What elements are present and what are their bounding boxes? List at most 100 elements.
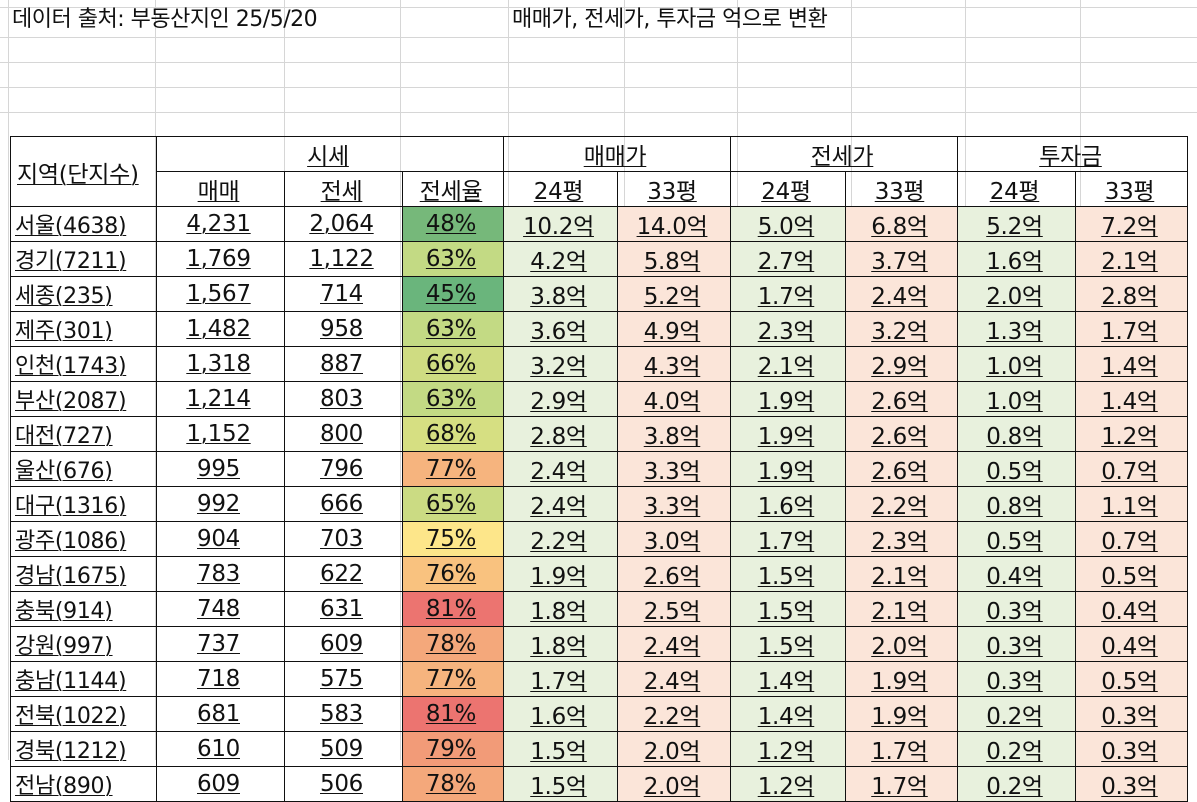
region-cell[interactable]: 경남(1675) (10, 556, 157, 592)
investment-24-cell[interactable]: 1.6억 (957, 241, 1076, 277)
group-header-market[interactable]: 시세 (156, 136, 504, 172)
buy-index-cell[interactable]: 718 (156, 661, 285, 697)
investment-33-cell[interactable]: 0.4억 (1075, 591, 1188, 627)
rent-index-cell[interactable]: 2,064 (284, 206, 403, 242)
buy-index-cell[interactable]: 681 (156, 696, 285, 732)
jeonse-33-cell[interactable]: 2.9억 (845, 346, 958, 382)
rent-index-cell[interactable]: 714 (284, 276, 403, 312)
sale-24-cell[interactable]: 2.4억 (503, 451, 618, 487)
rent-index-cell[interactable]: 506 (284, 766, 403, 802)
investment-33-cell[interactable]: 0.3억 (1075, 731, 1188, 767)
rent-index-cell[interactable]: 583 (284, 696, 403, 732)
sale-33-cell[interactable]: 14.0억 (617, 206, 731, 242)
ratio-cell[interactable]: 66% (402, 346, 504, 382)
sub-header-inv-33[interactable]: 33평 (1075, 171, 1188, 207)
jeonse-33-cell[interactable]: 1.7억 (845, 731, 958, 767)
region-cell[interactable]: 전북(1022) (10, 696, 157, 732)
investment-33-cell[interactable]: 7.2억 (1075, 206, 1188, 242)
jeonse-24-cell[interactable]: 1.2억 (730, 731, 846, 767)
jeonse-24-cell[interactable]: 1.6억 (730, 486, 846, 522)
sale-24-cell[interactable]: 1.7억 (503, 661, 618, 697)
buy-index-cell[interactable]: 995 (156, 451, 285, 487)
jeonse-24-cell[interactable]: 1.5억 (730, 556, 846, 592)
sale-24-cell[interactable]: 2.2억 (503, 521, 618, 557)
sub-header-inv-24[interactable]: 24평 (957, 171, 1076, 207)
region-cell[interactable]: 제주(301) (10, 311, 157, 347)
buy-index-cell[interactable]: 1,769 (156, 241, 285, 277)
sub-header-rent-33[interactable]: 33평 (845, 171, 958, 207)
rent-index-cell[interactable]: 800 (284, 416, 403, 452)
jeonse-24-cell[interactable]: 1.9억 (730, 451, 846, 487)
sale-33-cell[interactable]: 5.2억 (617, 276, 731, 312)
ratio-cell[interactable]: 78% (402, 766, 504, 802)
rent-index-cell[interactable]: 666 (284, 486, 403, 522)
sale-24-cell[interactable]: 4.2억 (503, 241, 618, 277)
rent-index-cell[interactable]: 622 (284, 556, 403, 592)
jeonse-33-cell[interactable]: 3.7억 (845, 241, 958, 277)
investment-24-cell[interactable]: 1.3억 (957, 311, 1076, 347)
jeonse-24-cell[interactable]: 2.3억 (730, 311, 846, 347)
sale-24-cell[interactable]: 10.2억 (503, 206, 618, 242)
jeonse-24-cell[interactable]: 5.0억 (730, 206, 846, 242)
jeonse-33-cell[interactable]: 1.9억 (845, 661, 958, 697)
sale-33-cell[interactable]: 4.9억 (617, 311, 731, 347)
buy-index-cell[interactable]: 1,567 (156, 276, 285, 312)
jeonse-24-cell[interactable]: 1.5억 (730, 591, 846, 627)
rent-index-cell[interactable]: 509 (284, 731, 403, 767)
rent-index-cell[interactable]: 796 (284, 451, 403, 487)
jeonse-24-cell[interactable]: 1.2억 (730, 766, 846, 802)
sale-24-cell[interactable]: 1.6억 (503, 696, 618, 732)
sub-header-rent[interactable]: 전세 (284, 171, 403, 207)
sale-33-cell[interactable]: 2.6억 (617, 556, 731, 592)
sale-24-cell[interactable]: 3.8억 (503, 276, 618, 312)
sale-33-cell[interactable]: 2.0억 (617, 766, 731, 802)
rent-index-cell[interactable]: 609 (284, 626, 403, 662)
jeonse-33-cell[interactable]: 2.1억 (845, 556, 958, 592)
group-header-sale-price[interactable]: 매매가 (503, 136, 731, 172)
jeonse-33-cell[interactable]: 2.2억 (845, 486, 958, 522)
buy-index-cell[interactable]: 610 (156, 731, 285, 767)
investment-33-cell[interactable]: 2.1억 (1075, 241, 1188, 277)
region-cell[interactable]: 울산(676) (10, 451, 157, 487)
investment-33-cell[interactable]: 0.7억 (1075, 451, 1188, 487)
jeonse-24-cell[interactable]: 1.7억 (730, 276, 846, 312)
investment-24-cell[interactable]: 0.5억 (957, 521, 1076, 557)
region-cell[interactable]: 대구(1316) (10, 486, 157, 522)
investment-33-cell[interactable]: 0.5억 (1075, 556, 1188, 592)
jeonse-24-cell[interactable]: 1.4억 (730, 696, 846, 732)
region-cell[interactable]: 인천(1743) (10, 346, 157, 382)
rent-index-cell[interactable]: 803 (284, 381, 403, 417)
investment-24-cell[interactable]: 0.8억 (957, 486, 1076, 522)
sale-24-cell[interactable]: 1.9억 (503, 556, 618, 592)
sale-33-cell[interactable]: 2.2억 (617, 696, 731, 732)
region-cell[interactable]: 충남(1144) (10, 661, 157, 697)
sale-24-cell[interactable]: 1.8억 (503, 626, 618, 662)
buy-index-cell[interactable]: 737 (156, 626, 285, 662)
investment-24-cell[interactable]: 1.0억 (957, 346, 1076, 382)
jeonse-24-cell[interactable]: 2.1억 (730, 346, 846, 382)
investment-33-cell[interactable]: 0.3억 (1075, 696, 1188, 732)
ratio-cell[interactable]: 78% (402, 626, 504, 662)
region-cell[interactable]: 충북(914) (10, 591, 157, 627)
buy-index-cell[interactable]: 992 (156, 486, 285, 522)
investment-33-cell[interactable]: 1.4억 (1075, 346, 1188, 382)
region-cell[interactable]: 경기(7211) (10, 241, 157, 277)
jeonse-33-cell[interactable]: 2.6억 (845, 381, 958, 417)
investment-33-cell[interactable]: 0.7억 (1075, 521, 1188, 557)
jeonse-24-cell[interactable]: 1.4억 (730, 661, 846, 697)
sub-header-buy-24[interactable]: 24평 (503, 171, 618, 207)
region-header[interactable]: 지역(단지수) (10, 136, 157, 207)
investment-33-cell[interactable]: 2.8억 (1075, 276, 1188, 312)
buy-index-cell[interactable]: 904 (156, 521, 285, 557)
sub-header-rent-24[interactable]: 24평 (730, 171, 846, 207)
investment-33-cell[interactable]: 0.5억 (1075, 661, 1188, 697)
sale-33-cell[interactable]: 3.8억 (617, 416, 731, 452)
rent-index-cell[interactable]: 703 (284, 521, 403, 557)
rent-index-cell[interactable]: 958 (284, 311, 403, 347)
sale-33-cell[interactable]: 5.8억 (617, 241, 731, 277)
sale-33-cell[interactable]: 4.0억 (617, 381, 731, 417)
rent-index-cell[interactable]: 887 (284, 346, 403, 382)
buy-index-cell[interactable]: 748 (156, 591, 285, 627)
investment-24-cell[interactable]: 0.5억 (957, 451, 1076, 487)
region-cell[interactable]: 부산(2087) (10, 381, 157, 417)
